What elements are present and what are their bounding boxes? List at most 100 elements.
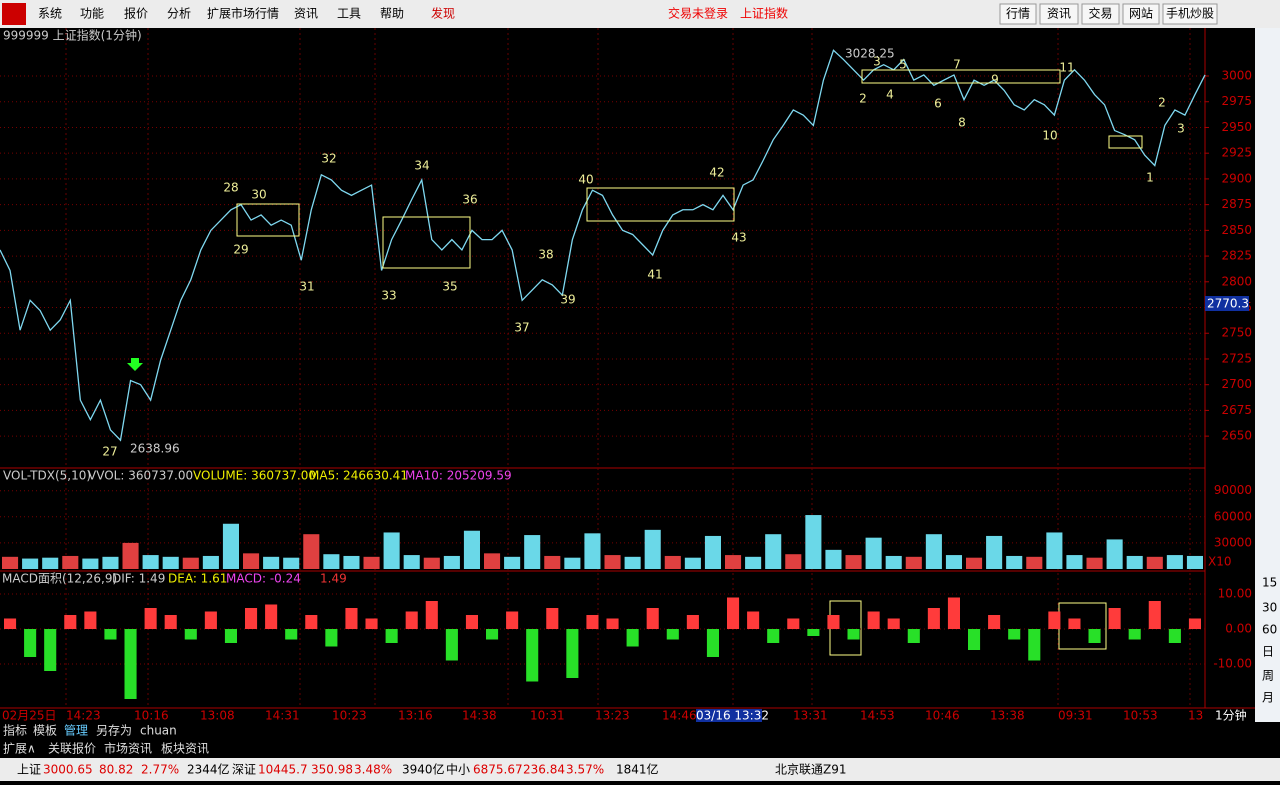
wave-label: 41 bbox=[647, 268, 662, 282]
x-tick-label: 13:23 bbox=[595, 709, 630, 723]
period-button[interactable]: 15 bbox=[1262, 576, 1277, 590]
wave-label: 32 bbox=[321, 152, 336, 166]
macd-bar bbox=[646, 608, 659, 629]
y-tick-label: 2925 bbox=[1221, 146, 1252, 160]
menu-item[interactable]: 发现 bbox=[431, 6, 455, 21]
volume-bar bbox=[142, 555, 159, 569]
tab-area bbox=[0, 722, 1280, 758]
x-tick-label: 10:23 bbox=[332, 709, 367, 723]
menu-item[interactable]: 工具 bbox=[337, 7, 361, 21]
macd-bar bbox=[1188, 618, 1201, 629]
menu-item[interactable]: 报价 bbox=[124, 6, 148, 21]
wave-label: 7 bbox=[953, 58, 961, 72]
y-tick-label: 2850 bbox=[1221, 223, 1252, 237]
chart-tab[interactable]: 管理 bbox=[64, 723, 88, 738]
volume-bar bbox=[62, 555, 79, 569]
top-button[interactable] bbox=[999, 3, 1037, 25]
volume-bar bbox=[524, 535, 541, 569]
macd-bar bbox=[706, 629, 719, 657]
volume-bar bbox=[283, 557, 300, 569]
wave-label: 43 bbox=[731, 231, 746, 245]
macd-bar bbox=[626, 629, 639, 647]
macd-bar bbox=[465, 615, 478, 629]
period-button[interactable]: 周 bbox=[1262, 669, 1274, 683]
top-button[interactable] bbox=[1039, 3, 1079, 25]
info-tab[interactable]: 板块资讯 bbox=[161, 742, 209, 756]
volume-bar bbox=[745, 556, 762, 569]
wave-label: 10 bbox=[1042, 129, 1057, 143]
wave-label: 37 bbox=[514, 321, 529, 335]
macd-bar bbox=[1068, 618, 1081, 629]
volume-bar bbox=[1166, 555, 1183, 569]
volume-bar bbox=[684, 557, 701, 569]
x-tick-label: 14:53 bbox=[860, 709, 895, 723]
wave-label: 30 bbox=[251, 188, 266, 202]
wave-label: 1 bbox=[1146, 171, 1154, 185]
top-button-label: 交易 bbox=[1088, 6, 1112, 21]
info-tab[interactable]: 市场资讯 bbox=[104, 741, 152, 756]
macd-bar bbox=[666, 629, 679, 640]
chart-tab[interactable]: 另存为 bbox=[96, 724, 132, 738]
status-item: 2344亿 bbox=[187, 762, 230, 777]
period-button[interactable]: 1分钟 bbox=[1215, 708, 1247, 723]
macd-bar bbox=[425, 601, 438, 629]
price-line bbox=[0, 49, 1206, 442]
volume-bar bbox=[463, 530, 480, 569]
volume-bar bbox=[42, 557, 59, 569]
macd-bar bbox=[285, 629, 298, 640]
menu-item[interactable]: 资讯 bbox=[294, 7, 318, 21]
top-button[interactable] bbox=[1162, 3, 1218, 25]
status-item: 6875.67 bbox=[473, 763, 523, 777]
info-tab[interactable]: 关联报价 bbox=[48, 741, 96, 756]
macd-bar bbox=[867, 611, 880, 629]
period-button[interactable]: 日 bbox=[1262, 645, 1274, 659]
top-button[interactable] bbox=[1081, 3, 1120, 25]
chart-tab[interactable]: 模板 bbox=[33, 724, 57, 738]
volume-bar bbox=[1046, 532, 1063, 569]
wave-label: 28 bbox=[223, 181, 238, 195]
volume-bar bbox=[644, 529, 661, 569]
period-button[interactable]: 30 bbox=[1262, 601, 1277, 615]
wave-label: 39 bbox=[560, 293, 575, 307]
macd-bar bbox=[927, 608, 940, 629]
macd-bar bbox=[405, 611, 418, 629]
wave-label: 11 bbox=[1059, 61, 1074, 75]
period-button[interactable]: 60 bbox=[1262, 623, 1277, 637]
macd-bar bbox=[305, 615, 318, 629]
y-tick-label: 2725 bbox=[1221, 351, 1252, 365]
info-tab[interactable]: 扩展∧ bbox=[3, 742, 36, 756]
x-tick-label: 10:16 bbox=[134, 709, 169, 723]
macd-bar bbox=[686, 615, 699, 629]
volume-bar bbox=[885, 555, 902, 569]
macd-bar bbox=[104, 629, 117, 640]
wave-label: 4 bbox=[886, 88, 894, 102]
wave-label: 27 bbox=[102, 445, 117, 459]
volume-bar bbox=[1126, 555, 1143, 569]
chart-tab[interactable]: chuan bbox=[140, 724, 177, 738]
menu-item[interactable]: 功能 bbox=[80, 7, 104, 21]
chart-tab[interactable]: 指标 bbox=[3, 723, 27, 738]
wave-label: 3 bbox=[873, 55, 881, 69]
y-tick-label: 2650 bbox=[1221, 429, 1252, 443]
top-button[interactable] bbox=[1122, 3, 1160, 25]
wave-label: 42 bbox=[709, 166, 724, 180]
menu-item[interactable]: 分析 bbox=[167, 7, 191, 21]
macd-header: MACD: -0.24 bbox=[226, 572, 301, 586]
x-tick-label: 13:31 bbox=[793, 709, 828, 723]
volume-bar bbox=[222, 523, 239, 569]
x-tick-label: 02月25日 bbox=[2, 709, 57, 723]
volume-bar bbox=[544, 555, 561, 569]
macd-bar bbox=[24, 629, 37, 657]
menu-item[interactable]: 系统 bbox=[38, 7, 62, 21]
volume-bar bbox=[423, 557, 440, 569]
period-button[interactable]: 月 bbox=[1262, 691, 1274, 705]
menu-item[interactable]: 帮助 bbox=[380, 7, 404, 21]
volume-bar bbox=[1066, 555, 1083, 569]
macd-header: 1.49 bbox=[320, 572, 347, 586]
macd-bar bbox=[506, 611, 519, 629]
annotation-box bbox=[1108, 135, 1143, 149]
volume-bar bbox=[725, 555, 742, 569]
menu-item[interactable]: 扩展市场行情 bbox=[207, 6, 279, 21]
wave-label: 8 bbox=[958, 116, 966, 130]
